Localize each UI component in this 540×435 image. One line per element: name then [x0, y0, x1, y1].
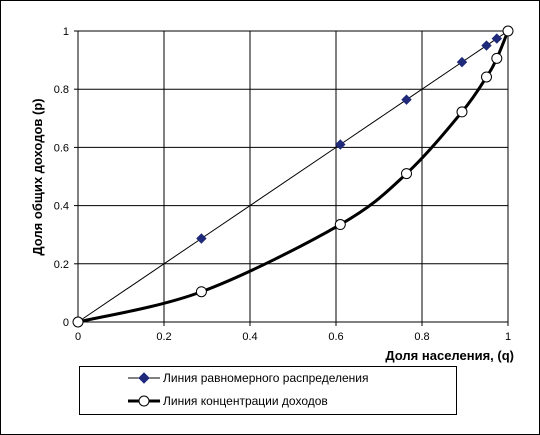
y-tick-label: 0.6	[54, 142, 69, 154]
x-tick-label: 0	[75, 331, 81, 343]
data-point-circle	[456, 106, 468, 118]
data-point-diamond	[456, 56, 468, 68]
data-point-circle	[401, 168, 413, 180]
data-point-circle	[481, 71, 492, 83]
x-axis-title: Доля населения, (q)	[385, 348, 514, 363]
x-tick-label: 0.4	[242, 331, 257, 343]
data-point-diamond	[491, 33, 503, 44]
grid	[77, 30, 509, 323]
y-tick-label: 0.4	[54, 201, 69, 213]
x-tick-label: 0.6	[328, 331, 343, 343]
legend-label-concentration: Линия концентрации доходов	[163, 394, 328, 408]
y-tick-label: 0	[63, 317, 69, 329]
series	[72, 25, 514, 328]
x-axis-ticks: 0 0.2 0.4 0.6 0.8 1	[75, 322, 511, 343]
y-axis-title: Доля общих доходов (р)	[30, 98, 45, 255]
legend-marker-concentration	[138, 395, 150, 407]
data-point-diamond	[401, 94, 412, 105]
x-tick-label: 0.2	[156, 331, 171, 343]
data-point-circle	[72, 316, 84, 328]
x-tick-label: 1	[505, 331, 511, 343]
y-tick-label: 0.8	[54, 84, 69, 96]
legend: Линия равномерного распределения Линия к…	[79, 366, 457, 415]
data-point-diamond	[196, 233, 207, 244]
y-tick-label: 0.2	[54, 259, 69, 271]
legend-label-uniform: Линия равномерного распределения	[163, 371, 369, 385]
data-point-circle	[334, 219, 346, 231]
data-point-circle	[195, 286, 207, 298]
data-point-circle	[491, 52, 503, 64]
data-point-diamond	[481, 40, 492, 51]
legend-marker-uniform	[138, 372, 150, 384]
y-axis-ticks: 0 0.2 0.4 0.6 0.8 1	[54, 26, 78, 329]
x-tick-label: 0.8	[414, 331, 429, 343]
data-point-circle	[502, 25, 514, 37]
y-tick-label: 1	[63, 26, 69, 38]
data-point-diamond	[335, 139, 346, 150]
